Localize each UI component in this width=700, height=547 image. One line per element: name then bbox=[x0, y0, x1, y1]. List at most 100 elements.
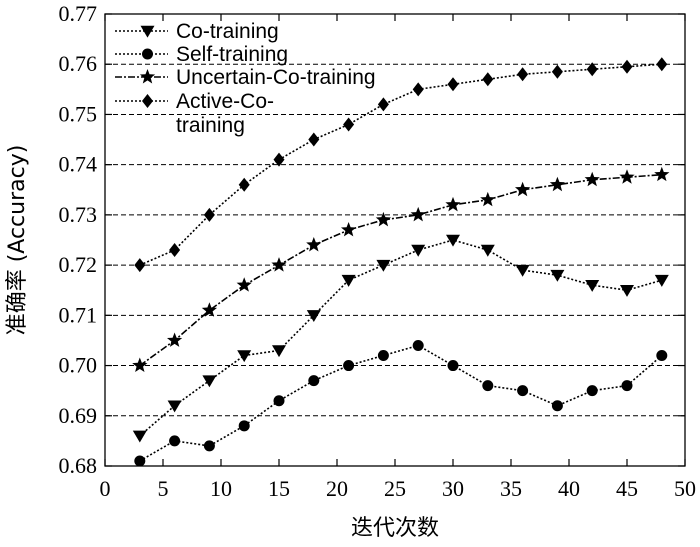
marker-active-co-training bbox=[343, 117, 355, 132]
marker-uncertain-co-training bbox=[514, 181, 531, 197]
marker-uncertain-co-training bbox=[410, 206, 426, 222]
marker-co-training bbox=[480, 244, 495, 257]
marker-active-co-training bbox=[134, 258, 146, 273]
marker-uncertain-co-training bbox=[375, 211, 392, 227]
marker-self-training bbox=[447, 360, 459, 372]
x-tick-label: 15 bbox=[268, 476, 290, 501]
marker-co-training bbox=[341, 274, 356, 287]
marker-self-training bbox=[412, 339, 424, 351]
series-lines bbox=[139, 63, 663, 462]
data-markers bbox=[132, 57, 670, 467]
x-tick-label: 0 bbox=[100, 476, 111, 501]
marker-uncertain-co-training bbox=[654, 166, 670, 182]
marker-co-training bbox=[306, 310, 321, 322]
marker-uncertain-co-training bbox=[201, 302, 218, 317]
marker-active-co-training bbox=[621, 59, 633, 74]
marker-self-training bbox=[203, 440, 215, 452]
y-axis-title: 准确率 (Accuracy) bbox=[5, 145, 30, 336]
marker-co-training bbox=[550, 269, 565, 282]
legend-marker-self-training bbox=[142, 48, 153, 60]
marker-self-training bbox=[273, 395, 285, 407]
marker-uncertain-co-training bbox=[549, 176, 566, 192]
marker-uncertain-co-training bbox=[236, 277, 252, 292]
marker-self-training bbox=[343, 360, 355, 372]
marker-active-co-training bbox=[656, 57, 668, 72]
marker-active-co-training bbox=[377, 97, 389, 112]
y-tick-label: 0.74 bbox=[59, 152, 98, 177]
legend-label-line: Self-training bbox=[176, 43, 288, 66]
marker-co-training bbox=[132, 430, 147, 443]
legend-label-active-co-training: Active-Co-training bbox=[176, 90, 274, 137]
marker-active-co-training bbox=[517, 67, 529, 82]
marker-self-training bbox=[517, 385, 529, 397]
series-line-uncertain-co-training bbox=[139, 173, 662, 367]
y-tick-label: 0.75 bbox=[59, 101, 98, 126]
marker-uncertain-co-training bbox=[166, 332, 183, 347]
marker-co-training bbox=[515, 264, 530, 277]
marker-active-co-training bbox=[273, 152, 285, 167]
axis-ticks bbox=[104, 13, 686, 467]
marker-co-training bbox=[620, 284, 634, 297]
marker-co-training bbox=[446, 234, 460, 247]
y-tick-labels: 0.68 0.69 0.70 0.71 0.72 0.73 0.74 0.75 0.76 0.77 bbox=[59, 1, 98, 478]
x-tick-label: 5 bbox=[158, 476, 169, 501]
marker-active-co-training bbox=[412, 82, 424, 97]
x-tick-label: 20 bbox=[326, 476, 348, 501]
marker-self-training bbox=[308, 375, 320, 387]
marker-co-training bbox=[585, 279, 600, 292]
y-tick-label: 0.77 bbox=[59, 1, 98, 26]
x-axis-title: 迭代次数 bbox=[351, 516, 439, 541]
marker-self-training bbox=[377, 350, 389, 362]
marker-uncertain-co-training bbox=[271, 257, 287, 272]
marker-self-training bbox=[238, 420, 250, 432]
marker-uncertain-co-training bbox=[619, 169, 635, 184]
marker-active-co-training bbox=[238, 177, 250, 192]
x-tick-label: 25 bbox=[384, 476, 406, 501]
legend-marker-uncertain-co-training bbox=[139, 69, 156, 84]
marker-uncertain-co-training bbox=[480, 191, 496, 207]
marker-self-training bbox=[134, 455, 146, 467]
marker-active-co-training bbox=[203, 207, 215, 222]
marker-co-training bbox=[411, 244, 426, 257]
series-line-active-co-training bbox=[139, 63, 662, 266]
x-tick-label: 35 bbox=[500, 476, 522, 501]
marker-co-training bbox=[167, 400, 182, 413]
marker-co-training bbox=[272, 345, 286, 358]
marker-active-co-training bbox=[482, 72, 494, 87]
marker-co-training bbox=[654, 274, 669, 287]
marker-co-training bbox=[202, 375, 217, 388]
y-tick-label: 0.70 bbox=[59, 353, 98, 378]
marker-active-co-training bbox=[447, 77, 459, 92]
marker-uncertain-co-training bbox=[132, 357, 148, 373]
y-tick-label: 0.76 bbox=[59, 51, 98, 76]
marker-co-training bbox=[376, 259, 391, 272]
x-tick-label: 30 bbox=[442, 476, 464, 501]
legend: Co-trainingSelf-trainingUncertain-Co-tra… bbox=[115, 20, 376, 137]
marker-active-co-training bbox=[551, 64, 563, 79]
legend-label-line: Co-training bbox=[176, 20, 279, 43]
y-tick-label: 0.68 bbox=[59, 453, 98, 478]
marker-self-training bbox=[586, 385, 598, 397]
marker-uncertain-co-training bbox=[445, 196, 461, 212]
y-tick-label: 0.69 bbox=[59, 403, 98, 428]
marker-uncertain-co-training bbox=[306, 237, 322, 252]
y-tick-label: 0.73 bbox=[59, 202, 98, 227]
marker-self-training bbox=[621, 380, 633, 392]
x-tick-labels: 0 5 10 15 20 25 30 35 40 45 50 bbox=[100, 476, 697, 501]
grid-lines bbox=[105, 63, 685, 417]
series-line-self-training bbox=[139, 344, 663, 462]
series-line-co-training bbox=[139, 239, 663, 437]
legend-marker-co-training bbox=[140, 25, 155, 38]
marker-self-training bbox=[656, 350, 668, 362]
marker-self-training bbox=[482, 380, 494, 392]
legend-label-uncertain-co-training: Uncertain-Co-training bbox=[176, 66, 376, 89]
marker-uncertain-co-training bbox=[584, 171, 600, 187]
marker-active-co-training bbox=[169, 243, 181, 258]
marker-uncertain-co-training bbox=[340, 221, 357, 237]
legend-label-self-training: Self-training bbox=[176, 43, 288, 66]
legend-label-line: Uncertain-Co-training bbox=[176, 66, 376, 89]
legend-label-line: training bbox=[176, 114, 245, 137]
marker-co-training bbox=[237, 350, 252, 363]
marker-self-training bbox=[551, 400, 563, 412]
